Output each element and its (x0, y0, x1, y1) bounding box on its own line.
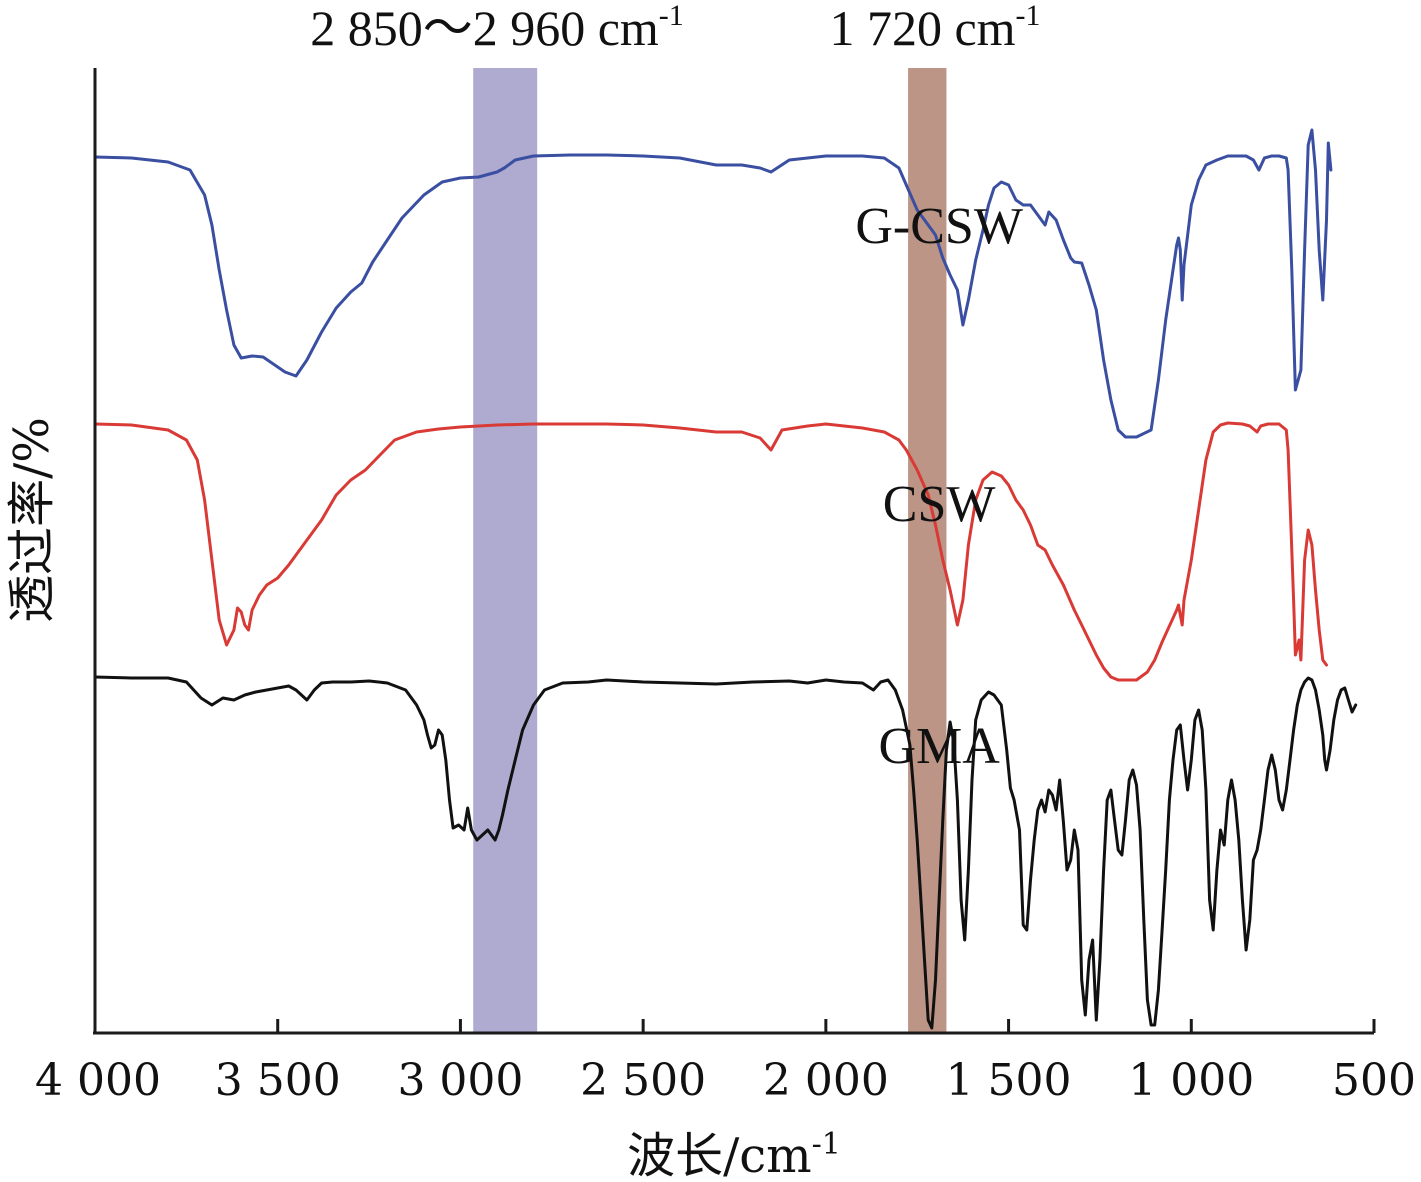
highlight-band-1 (473, 68, 538, 1033)
x-tick-label: 1 500 (946, 1055, 1072, 1106)
x-tick-label: 2 500 (580, 1055, 706, 1106)
x-tick-label: 2 000 (763, 1055, 889, 1106)
axes (93, 68, 1374, 1035)
series-label-gma: GMA (878, 718, 1000, 775)
band-label-2: 1 720 cm-1 (829, 0, 1040, 56)
series-label-g-csw: G-CSW (855, 198, 1023, 255)
y-axis-title: 透过率/% (4, 417, 60, 623)
series-line-csw (93, 421, 1328, 682)
series-line-g-csw (93, 128, 1333, 439)
x-tick-label: 500 (1332, 1055, 1416, 1106)
x-tick-label: 1 000 (1128, 1055, 1254, 1106)
x-tick-label: 3 000 (397, 1055, 523, 1106)
series-label-csw: CSW (883, 476, 996, 533)
x-tick-label: 4 000 (35, 1055, 161, 1106)
annotations: 2 850～2 960 cm-1 1 720 cm-1 G-CSW CSW GMA (310, 0, 1040, 775)
x-tick-label: 3 500 (215, 1055, 341, 1106)
x-ticks: 4 000 3 500 3 000 2 500 2 000 1 500 1 000 500 (35, 1019, 1416, 1106)
series-line-gma (93, 675, 1358, 1030)
spectra-series (93, 128, 1358, 1030)
band-label-1: 2 850～2 960 cm-1 (310, 0, 684, 56)
x-axis-title: 波长/cm-1 (627, 1127, 841, 1182)
